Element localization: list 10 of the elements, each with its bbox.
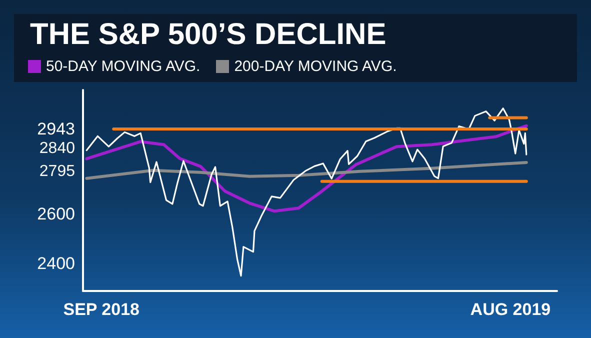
- y-tick-label: 2943: [37, 119, 75, 138]
- y-tick-label: 2400: [37, 254, 75, 274]
- chart-title: THE S&P 500’S DECLINE: [30, 18, 386, 52]
- x-tick-label: SEP 2018: [63, 300, 140, 319]
- legend-label: 50-DAY MOVING AVG.: [46, 58, 200, 75]
- x-tick-label: AUG 2019: [470, 300, 551, 319]
- y-tick-label: 2795: [39, 163, 76, 180]
- legend-label: 200-DAY MOVING AVG.: [234, 58, 397, 75]
- y-tick-label: 2840: [39, 140, 76, 158]
- y-tick-label: 2600: [37, 204, 75, 224]
